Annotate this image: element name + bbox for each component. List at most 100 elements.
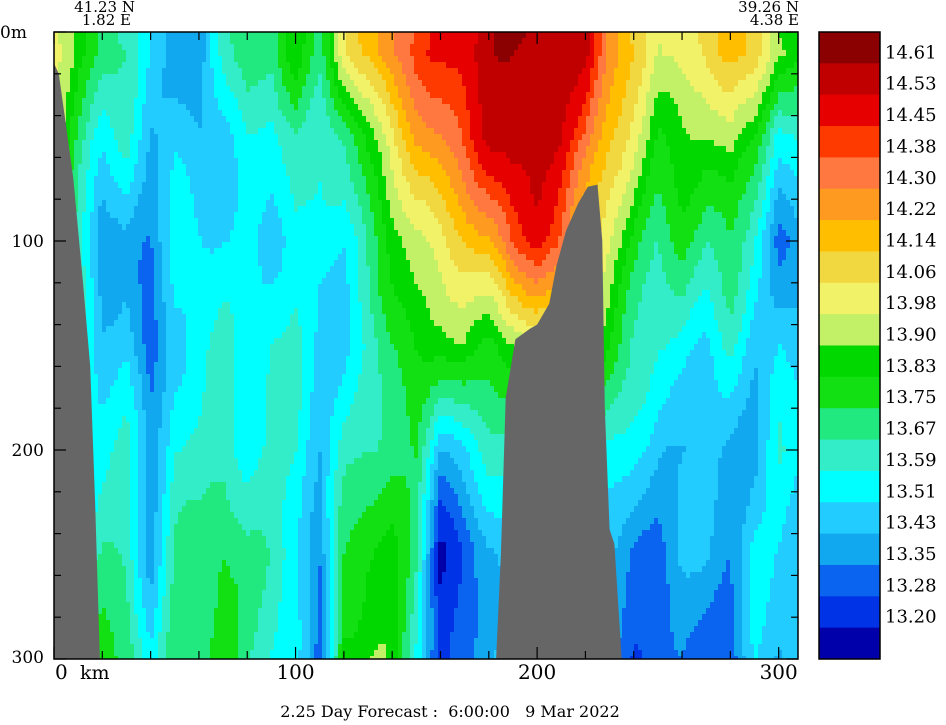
- heatmap-cell: [214, 56, 219, 63]
- heatmap-cell: [226, 398, 231, 405]
- heatmap-cell: [174, 338, 179, 345]
- heatmap-cell: [122, 200, 127, 207]
- heatmap-cell: [126, 368, 131, 375]
- heatmap-cell: [170, 464, 175, 471]
- heatmap-cell: [154, 338, 159, 345]
- heatmap-cell: [178, 164, 183, 171]
- heatmap-cell: [106, 164, 111, 171]
- heatmap-cell: [118, 506, 123, 513]
- heatmap-cell: [210, 470, 215, 477]
- heatmap-cell: [190, 506, 195, 513]
- heatmap-cell: [190, 248, 195, 255]
- heatmap-cell: [114, 650, 119, 657]
- heatmap-cell: [126, 488, 131, 495]
- heatmap-cell: [162, 536, 167, 543]
- heatmap-cell: [206, 68, 211, 75]
- heatmap-cell: [130, 482, 135, 489]
- heatmap-cell: [242, 290, 247, 297]
- heatmap-cell: [226, 248, 231, 255]
- heatmap-cell: [166, 62, 171, 69]
- heatmap-cell: [198, 356, 203, 363]
- heatmap-cell: [230, 326, 235, 333]
- heatmap-cell: [166, 626, 171, 633]
- heatmap-cell: [146, 224, 151, 231]
- heatmap-cell: [178, 170, 183, 177]
- heatmap-cell: [162, 332, 167, 339]
- heatmap-cell: [134, 590, 139, 597]
- heatmap-cell: [90, 32, 95, 39]
- heatmap-cell: [214, 410, 219, 417]
- heatmap-cell: [62, 98, 67, 105]
- heatmap-cell: [186, 62, 191, 69]
- heatmap-cell: [182, 134, 187, 141]
- heatmap-cell: [182, 320, 187, 327]
- heatmap-cell: [218, 452, 223, 459]
- heatmap-cell: [174, 440, 179, 447]
- heatmap-cell: [142, 650, 147, 657]
- heatmap-cell: [242, 386, 247, 393]
- heatmap-cell: [218, 152, 223, 159]
- heatmap-cell: [178, 530, 183, 537]
- heatmap-cell: [110, 38, 115, 45]
- heatmap-cell: [234, 560, 239, 567]
- heatmap-cell: [126, 206, 131, 213]
- heatmap-cell: [230, 644, 235, 651]
- heatmap-cell: [130, 554, 135, 561]
- heatmap-cell: [186, 350, 191, 357]
- heatmap-cell: [218, 518, 223, 525]
- heatmap-cell: [142, 254, 147, 261]
- heatmap-cell: [242, 242, 247, 249]
- heatmap-cell: [110, 224, 115, 231]
- heatmap-cell: [142, 620, 147, 627]
- heatmap-cell: [78, 164, 83, 171]
- heatmap-cell: [154, 44, 159, 51]
- heatmap-cell: [114, 260, 119, 267]
- heatmap-cell: [230, 458, 235, 465]
- heatmap-cell: [130, 248, 135, 255]
- heatmap-cell: [138, 398, 143, 405]
- heatmap-cell: [102, 68, 107, 75]
- heatmap-cell: [78, 92, 83, 99]
- heatmap-cell: [218, 632, 223, 639]
- heatmap-cell: [122, 650, 127, 657]
- heatmap-cell: [158, 374, 163, 381]
- heatmap-cell: [182, 38, 187, 45]
- heatmap-cell: [134, 512, 139, 519]
- heatmap-cell: [202, 116, 207, 123]
- heatmap-cell: [122, 416, 127, 423]
- heatmap-cell: [102, 464, 107, 471]
- heatmap-cell: [210, 524, 215, 531]
- heatmap-cell: [210, 488, 215, 495]
- heatmap-cell: [234, 554, 239, 561]
- heatmap-cell: [214, 434, 219, 441]
- heatmap-cell: [234, 206, 239, 213]
- heatmap-cell: [214, 524, 219, 531]
- heatmap-cell: [122, 74, 127, 81]
- heatmap-cell: [82, 164, 87, 171]
- heatmap-cell: [102, 434, 107, 441]
- heatmap-cell: [86, 110, 91, 117]
- heatmap-cell: [146, 206, 151, 213]
- heatmap-cell: [82, 32, 87, 39]
- heatmap-cell: [98, 254, 103, 261]
- heatmap-cell: [190, 398, 195, 405]
- heatmap-cell: [142, 578, 147, 585]
- heatmap-cell: [202, 188, 207, 195]
- heatmap-cell: [138, 410, 143, 417]
- heatmap-cell: [234, 302, 239, 309]
- heatmap-cell: [218, 614, 223, 621]
- heatmap-cell: [138, 542, 143, 549]
- heatmap-cell: [146, 332, 151, 339]
- heatmap-cell: [150, 446, 155, 453]
- heatmap-cell: [174, 44, 179, 51]
- heatmap-cell: [186, 488, 191, 495]
- heatmap-cell: [118, 434, 123, 441]
- heatmap-cell: [166, 338, 171, 345]
- heatmap-cell: [210, 74, 215, 81]
- heatmap-cell: [226, 506, 231, 513]
- heatmap-cell: [74, 68, 79, 75]
- heatmap-cell: [138, 98, 143, 105]
- heatmap-cell: [218, 182, 223, 189]
- heatmap-cell: [218, 164, 223, 171]
- heatmap-cell: [134, 188, 139, 195]
